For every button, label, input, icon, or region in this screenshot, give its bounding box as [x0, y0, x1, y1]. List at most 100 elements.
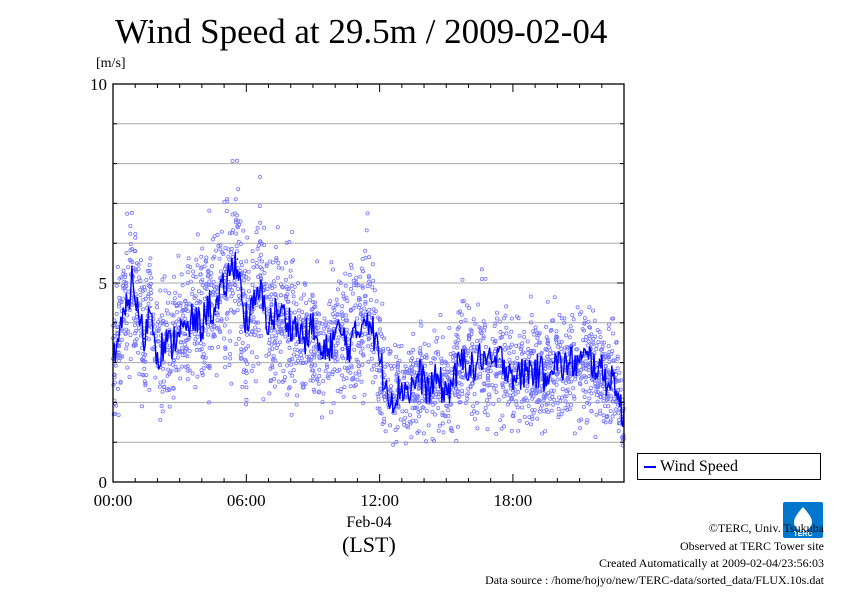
raw-point: [366, 273, 371, 278]
raw-point: [177, 293, 182, 298]
raw-point: [312, 355, 317, 360]
raw-point: [249, 368, 254, 373]
raw-point: [180, 283, 185, 288]
raw-point: [165, 373, 170, 378]
raw-point: [242, 367, 247, 372]
raw-point: [562, 316, 567, 321]
raw-point: [571, 394, 576, 399]
raw-point: [291, 294, 296, 299]
raw-point: [123, 288, 128, 293]
raw-point: [161, 379, 166, 384]
raw-point: [116, 358, 121, 363]
raw-point: [388, 350, 393, 355]
raw-point: [599, 347, 604, 352]
raw-point: [115, 264, 120, 269]
raw-point: [285, 363, 290, 368]
raw-point: [173, 364, 178, 369]
raw-point: [374, 299, 379, 304]
raw-point: [586, 319, 591, 324]
raw-point: [113, 363, 118, 368]
raw-point: [391, 364, 396, 369]
raw-point: [194, 301, 199, 306]
raw-point: [290, 229, 295, 234]
raw-point: [468, 385, 473, 390]
raw-point: [133, 328, 138, 333]
raw-point: [598, 391, 603, 396]
raw-point: [243, 274, 248, 279]
raw-point: [257, 204, 262, 209]
raw-point: [343, 313, 348, 318]
raw-point: [529, 312, 534, 317]
raw-point: [125, 365, 130, 370]
raw-point: [519, 345, 524, 350]
raw-point: [114, 311, 119, 316]
raw-point: [436, 428, 441, 433]
raw-point: [160, 389, 165, 394]
raw-point: [144, 277, 149, 282]
raw-point: [394, 439, 399, 444]
raw-point: [289, 412, 294, 417]
mean-point: [258, 290, 261, 292]
raw-point: [320, 400, 325, 405]
raw-point: [509, 395, 514, 400]
raw-point: [459, 312, 464, 317]
raw-point: [578, 368, 583, 373]
raw-point: [509, 342, 514, 347]
raw-point: [276, 322, 281, 327]
raw-point: [563, 399, 568, 404]
mean-point: [136, 310, 139, 312]
raw-point: [510, 413, 515, 418]
raw-data-points: [111, 158, 626, 448]
raw-point: [513, 363, 518, 368]
mean-point: [156, 353, 159, 356]
raw-point: [402, 374, 407, 379]
raw-point: [268, 259, 273, 264]
raw-point: [478, 375, 483, 380]
raw-point: [295, 354, 300, 359]
raw-point: [272, 376, 277, 381]
raw-point: [526, 403, 531, 408]
raw-point: [308, 358, 313, 363]
raw-point: [119, 300, 124, 305]
raw-point: [159, 313, 164, 318]
raw-point: [335, 312, 340, 317]
raw-point: [571, 386, 576, 391]
raw-point: [244, 259, 249, 264]
raw-point: [136, 350, 141, 355]
mean-point: [163, 341, 165, 344]
raw-point: [563, 380, 568, 385]
raw-point: [584, 420, 589, 425]
raw-point: [121, 296, 126, 301]
raw-point: [500, 413, 505, 418]
raw-point: [500, 375, 505, 380]
raw-point: [372, 288, 377, 293]
raw-point: [515, 381, 520, 386]
raw-point: [388, 423, 393, 428]
raw-point: [352, 384, 357, 389]
raw-point: [194, 257, 199, 262]
raw-point: [456, 310, 461, 315]
raw-point: [548, 348, 553, 353]
raw-point: [410, 396, 415, 401]
raw-point: [238, 219, 243, 224]
raw-point: [603, 420, 608, 425]
raw-point: [185, 281, 190, 286]
raw-point: [596, 340, 601, 345]
raw-point: [219, 229, 224, 234]
raw-point: [619, 378, 624, 383]
raw-point: [549, 388, 554, 393]
raw-point: [155, 339, 160, 344]
raw-point: [235, 225, 240, 230]
raw-point: [277, 362, 282, 367]
raw-point: [251, 315, 256, 320]
raw-point: [482, 328, 487, 333]
raw-point: [484, 398, 489, 403]
raw-point: [451, 358, 456, 363]
raw-point: [173, 290, 178, 295]
mean-point: [267, 322, 270, 324]
raw-point: [565, 377, 570, 382]
raw-point: [236, 239, 241, 244]
raw-point: [461, 299, 466, 304]
raw-point: [191, 269, 196, 274]
raw-point: [148, 297, 153, 302]
